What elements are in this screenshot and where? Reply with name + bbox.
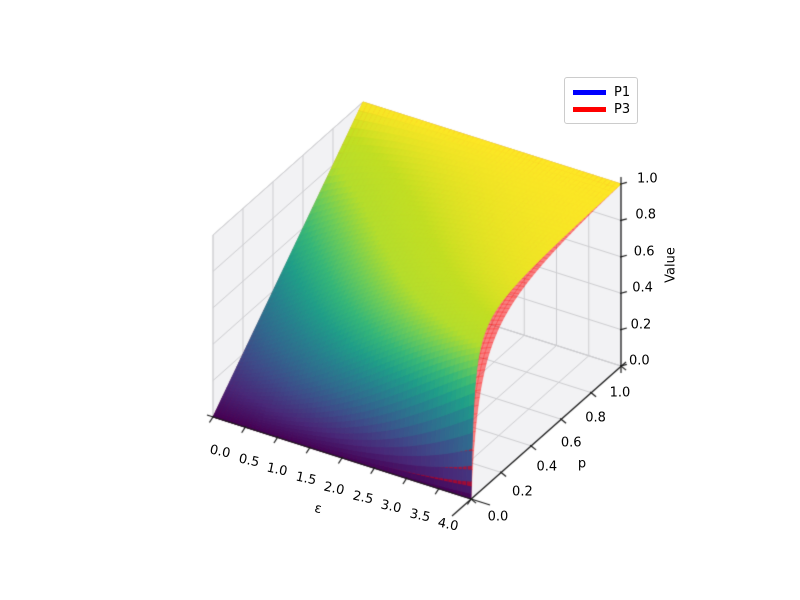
legend: P1 P3 <box>564 77 638 124</box>
legend-entry: P1 <box>573 84 631 100</box>
x-tick-label: 1.0 <box>265 460 289 480</box>
x-tick-label: 0.5 <box>236 451 261 471</box>
z-tick-label: 0.6 <box>633 244 655 260</box>
y-axis-label: p <box>577 456 587 472</box>
x-tick-label: 2.5 <box>350 488 375 508</box>
legend-entry-label: P1 <box>614 84 631 100</box>
x-tick-label: 2.0 <box>322 479 346 498</box>
z-tick-label: 0.2 <box>630 317 652 333</box>
y-tick-label: 0.2 <box>512 484 533 500</box>
y-tick-label: 0.8 <box>585 410 606 426</box>
legend-swatch-P1 <box>573 89 606 95</box>
legend-entry: P3 <box>573 101 631 117</box>
z-tick-label: 1.0 <box>637 171 658 187</box>
z-tick-label: 0.0 <box>629 353 650 369</box>
legend-entry-label: P3 <box>614 101 631 117</box>
x-axis-label: ε <box>313 500 323 518</box>
x-tick-label: 3.0 <box>379 497 403 517</box>
y-tick-label: 0.0 <box>487 509 509 525</box>
z-tick-label: 0.4 <box>632 280 653 296</box>
z-axis-label: Value <box>663 247 679 283</box>
legend-swatch-P3 <box>573 106 606 112</box>
y-tick-label: 0.4 <box>536 459 558 475</box>
x-tick-label: 1.5 <box>293 469 318 489</box>
z-tick-label: 0.8 <box>635 207 657 223</box>
y-tick-label: 1.0 <box>609 385 631 401</box>
x-tick-label: 3.5 <box>407 506 432 526</box>
x-tick-label: 0.0 <box>208 442 232 462</box>
y-tick-label: 0.6 <box>560 435 582 451</box>
x-tick-label: 4.0 <box>436 515 460 535</box>
